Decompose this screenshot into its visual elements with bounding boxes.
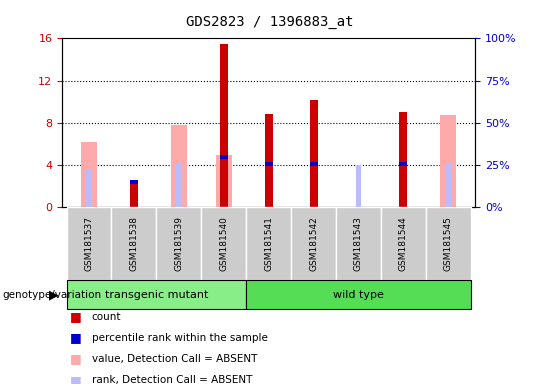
Bar [130, 184, 138, 207]
Text: GDS2823 / 1396883_at: GDS2823 / 1396883_at [186, 15, 354, 29]
Text: ■: ■ [70, 353, 82, 366]
Bar [265, 162, 273, 166]
Bar [336, 207, 381, 280]
Bar [86, 170, 92, 207]
Bar [381, 207, 426, 280]
Bar [111, 207, 157, 280]
Bar [399, 112, 407, 207]
Text: rank, Detection Call = ABSENT: rank, Detection Call = ABSENT [92, 375, 252, 384]
Bar [220, 44, 228, 207]
Bar [426, 207, 471, 280]
Text: ▶: ▶ [49, 288, 58, 301]
Bar [399, 162, 407, 166]
Text: wild type: wild type [333, 290, 384, 300]
Bar [171, 125, 187, 207]
Text: ■: ■ [70, 374, 82, 384]
Text: GSM181543: GSM181543 [354, 217, 363, 271]
Bar [291, 207, 336, 280]
Text: count: count [92, 312, 122, 322]
Bar [265, 114, 273, 207]
Bar [66, 207, 111, 280]
Text: GSM181544: GSM181544 [399, 217, 408, 271]
Bar [309, 99, 318, 207]
Bar [176, 164, 182, 207]
Text: GSM181545: GSM181545 [444, 217, 453, 271]
Bar [446, 164, 451, 207]
Bar [81, 142, 97, 207]
Text: transgenic mutant: transgenic mutant [105, 290, 208, 300]
Bar [216, 154, 232, 207]
Bar [246, 207, 291, 280]
Bar [66, 280, 246, 309]
Text: value, Detection Call = ABSENT: value, Detection Call = ABSENT [92, 354, 257, 364]
Bar [201, 207, 246, 280]
Text: ■: ■ [70, 310, 82, 323]
Text: GSM181537: GSM181537 [85, 216, 93, 271]
Text: genotype/variation: genotype/variation [3, 290, 102, 300]
Bar [309, 162, 318, 166]
Text: GSM181538: GSM181538 [130, 216, 138, 271]
Text: GSM181540: GSM181540 [219, 217, 228, 271]
Text: GSM181542: GSM181542 [309, 217, 318, 271]
Bar [441, 116, 456, 207]
Text: GSM181541: GSM181541 [264, 217, 273, 271]
Bar [355, 165, 361, 207]
Text: GSM181539: GSM181539 [174, 216, 184, 271]
Bar [220, 155, 228, 159]
Bar [157, 207, 201, 280]
Bar [130, 180, 138, 184]
Bar [246, 280, 471, 309]
Text: percentile rank within the sample: percentile rank within the sample [92, 333, 268, 343]
Text: ■: ■ [70, 331, 82, 344]
